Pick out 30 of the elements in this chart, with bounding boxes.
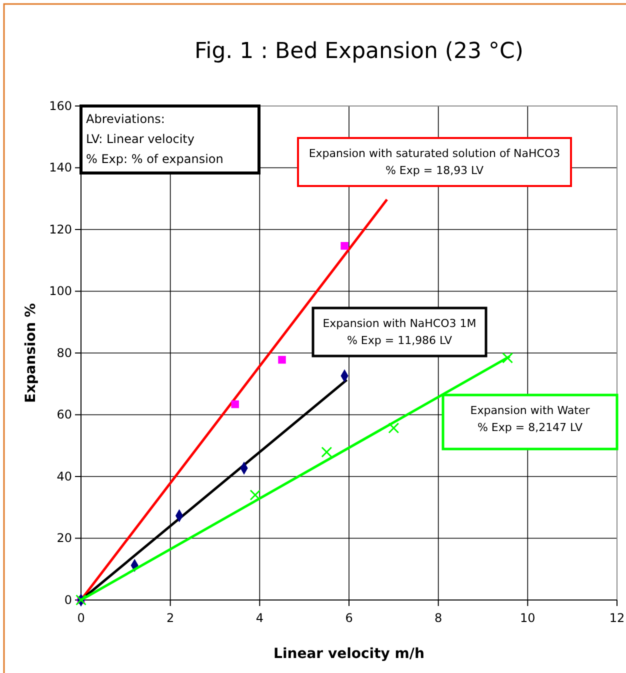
annotation: Expansion with Water % Exp = 8,2147 LV <box>470 404 590 434</box>
y-tick-label: 120 <box>49 222 72 236</box>
x-axis-title: Linear velocity m/h <box>274 646 424 662</box>
x-tick-label: 4 <box>256 611 264 626</box>
y-tick-label: 100 <box>49 284 72 298</box>
y-tick-label: 0 <box>64 592 72 607</box>
point <box>502 352 514 364</box>
point <box>278 356 286 364</box>
y-tick-label: 160 <box>49 98 72 113</box>
y-tick-label: 20 <box>56 531 72 546</box>
point <box>231 400 239 408</box>
point <box>321 446 332 458</box>
x-tick-label: 0 <box>77 611 85 626</box>
annotation: Expansion with saturated solution of NaHCO3 % Exp = 18,93 LV <box>308 147 560 177</box>
y-tick-label: 40 <box>56 469 72 484</box>
y-tick-label: 140 <box>49 160 72 175</box>
x-tick-label: 6 <box>345 611 353 626</box>
annotation: Expansion with NaHCO3 1M % Exp = 11,986 LV <box>322 317 476 347</box>
point <box>340 242 348 250</box>
point <box>250 490 261 500</box>
y-tick-label: 60 <box>56 408 72 422</box>
y-axis-title: Expansion % <box>23 303 39 403</box>
y-tick-label: 80 <box>56 346 72 360</box>
x-tick-label: 2 <box>166 611 174 626</box>
annotation: Abreviations: LV: Linear velocity % Exp: % of expansion <box>86 112 224 166</box>
x-tick-label: 8 <box>434 611 442 626</box>
x-tick-label: 12 <box>609 611 625 626</box>
chart-title: Fig. 1 : Bed Expansion (23 °C) <box>194 39 524 64</box>
x-tick-label: 10 <box>520 611 536 626</box>
point <box>388 422 400 434</box>
